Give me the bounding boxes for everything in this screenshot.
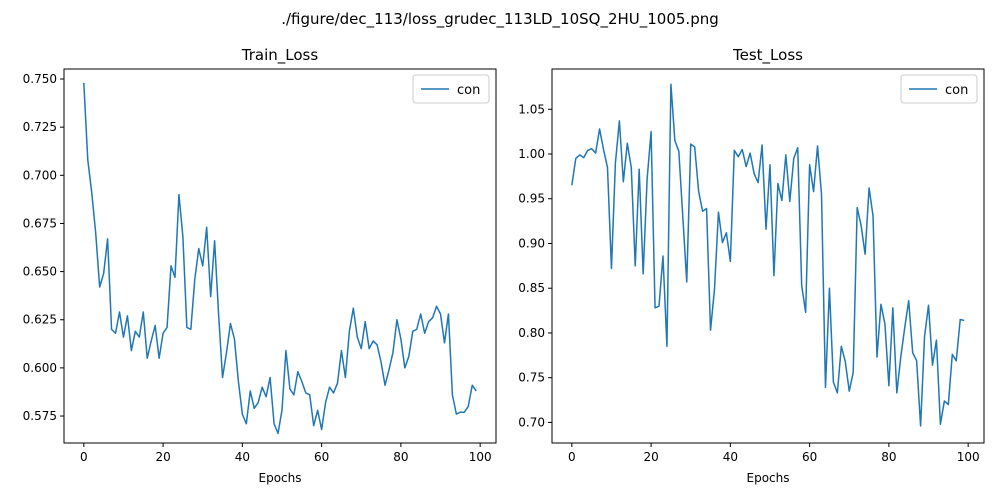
test-x-tick-label: 20 [643,450,658,464]
test-x-tick-label: 80 [881,450,896,464]
test-x-tick-label: 0 [568,450,576,464]
train-x-tick-label: 60 [314,450,329,464]
test-y-tick-label: 1.00 [518,147,545,161]
test-legend: con [900,74,978,104]
train-y-tick-label: 0.700 [23,168,57,182]
test-y-tick-label: 0.95 [518,192,545,206]
test-chart-title: Test_Loss [732,46,803,65]
test-legend-box [900,74,978,104]
train-y-tick-label: 0.650 [23,265,57,279]
test-x-axis-label: Epochs [747,471,790,485]
train-y-tick-label: 0.750 [23,72,57,86]
test-loss-panel: Test_Loss 0 20 40 60 80 100 0.70 0.75 0.80 0.85 0.9… [518,46,985,485]
train-legend: con [412,74,490,104]
train-y-tick-label: 0.725 [23,120,57,134]
train-y-tick-label: 0.625 [23,313,57,327]
test-axes-frame [551,68,985,444]
train-x-tick-label: 0 [80,450,88,464]
test-y-tick-label: 1.05 [518,102,545,116]
train-x-tick-label: 80 [393,450,408,464]
train-legend-box [412,74,490,104]
train-y-tick-label: 0.675 [23,216,57,230]
train-x-tick-label: 100 [469,450,492,464]
train-legend-label: con [457,83,480,98]
test-y-tick-label: 0.85 [518,281,545,295]
train-x-tick-label: 40 [235,450,250,464]
test-y-tick-label: 0.70 [518,415,545,429]
test-x-tick-label: 60 [802,450,817,464]
test-legend-label: con [945,83,968,98]
train-x-tick-label: 20 [155,450,170,464]
test-series-line-con [571,83,965,427]
test-x-tick-label: 100 [957,450,980,464]
train-chart-title: Train_Loss [241,46,319,65]
train-x-axis-label: Epochs [259,471,302,485]
test-y-tick-label: 0.80 [518,326,545,340]
train-series-line-con [83,82,477,435]
train-axes-frame [63,68,497,444]
train-y-tick-label: 0.600 [23,361,57,375]
train-loss-panel: Train_Loss 0 20 40 60 80 100 0.575 0.600 0.625 0.6… [23,46,497,485]
test-x-tick-label: 40 [723,450,738,464]
train-y-tick-label: 0.575 [23,409,57,423]
test-y-tick-label: 0.75 [518,371,545,385]
figure-suptitle: ./figure/dec_113/loss_grudec_113LD_10SQ_… [281,10,719,29]
test-y-tick-label: 0.90 [518,236,545,250]
